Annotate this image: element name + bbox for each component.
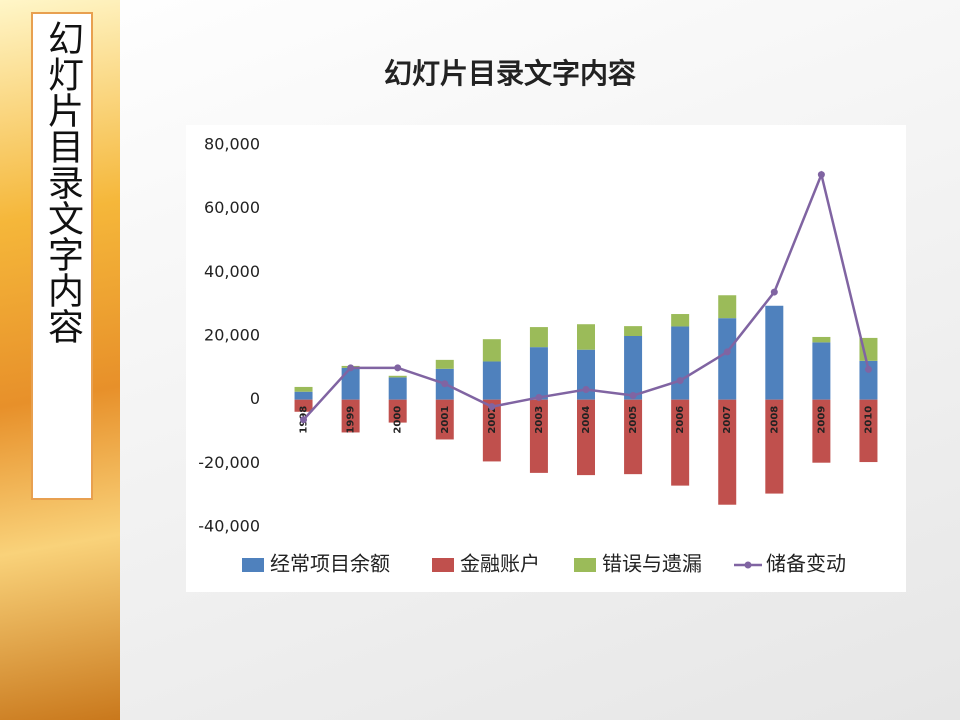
legend-label: 错误与遗漏 [602, 552, 702, 576]
point [770, 288, 778, 296]
bar [435, 399, 454, 440]
bar [859, 360, 878, 400]
x-tick-label: 2005 [628, 406, 639, 434]
x-tick-label: 2009 [816, 406, 827, 434]
legend-label: 储备变动 [766, 552, 846, 576]
y-tick-label: 0 [250, 389, 260, 408]
point [817, 171, 825, 179]
chart-title: 幻灯片目录文字内容 [384, 57, 636, 90]
bar [671, 326, 690, 400]
bar [812, 336, 831, 343]
y-tick-label: -20,000 [198, 453, 260, 472]
x-tick-label: 2004 [581, 406, 592, 434]
point [676, 377, 684, 385]
x-tick-label: 2010 [863, 406, 874, 434]
y-tick-label: 80,000 [204, 135, 260, 154]
bar [812, 399, 831, 463]
bar [718, 295, 737, 319]
x-tick-label: 2001 [440, 406, 451, 434]
point [347, 364, 355, 372]
y-tick-label: 60,000 [204, 198, 260, 217]
bar [529, 347, 548, 400]
bar [577, 399, 595, 476]
bar [859, 399, 878, 463]
legend-swatch [744, 561, 752, 569]
bar [624, 336, 643, 400]
point [300, 416, 308, 424]
point [723, 348, 731, 356]
bar [482, 399, 501, 462]
bar [482, 361, 501, 400]
x-tick-label: 2003 [534, 406, 545, 434]
point [488, 403, 496, 411]
x-tick-label: 2000 [393, 406, 404, 434]
x-tick-label: 2006 [675, 406, 686, 434]
bar [294, 386, 313, 392]
y-tick-label: 20,000 [204, 326, 260, 345]
x-tick-label: 2002 [487, 406, 498, 434]
legend-swatch [242, 558, 264, 572]
point [535, 393, 543, 401]
bar [577, 324, 595, 350]
bar [388, 375, 407, 378]
sidebar-title: 幻灯片目录文字内容 [31, 12, 93, 500]
x-tick-label: 1999 [346, 406, 357, 434]
bar [294, 391, 313, 400]
bar [529, 399, 548, 473]
bar [671, 399, 690, 486]
x-tick-label: 2008 [769, 406, 780, 434]
legend-label: 经常项目余额 [270, 552, 390, 576]
point [629, 392, 637, 400]
bar [765, 399, 784, 494]
bar [765, 305, 784, 400]
bar [341, 399, 360, 433]
y-tick-label: 40,000 [204, 262, 260, 281]
bar [388, 399, 407, 423]
bar [577, 349, 595, 400]
bar [812, 342, 831, 400]
legend-swatch [574, 558, 596, 572]
bar [294, 399, 313, 412]
legend-label: 金融账户 [460, 552, 540, 576]
point [394, 364, 402, 372]
point [441, 380, 449, 388]
bar [529, 327, 548, 348]
x-tick-label: 2007 [722, 406, 733, 434]
bar [671, 314, 690, 327]
bar [624, 326, 643, 336]
bar [482, 339, 501, 362]
point [582, 385, 590, 393]
point [864, 365, 872, 373]
bar [435, 359, 454, 369]
bar [341, 367, 360, 400]
bar [388, 377, 407, 400]
bar [718, 318, 737, 400]
legend-swatch [432, 558, 454, 572]
y-tick-label: -40,000 [198, 517, 260, 536]
bar [718, 399, 737, 505]
bar [624, 399, 643, 475]
